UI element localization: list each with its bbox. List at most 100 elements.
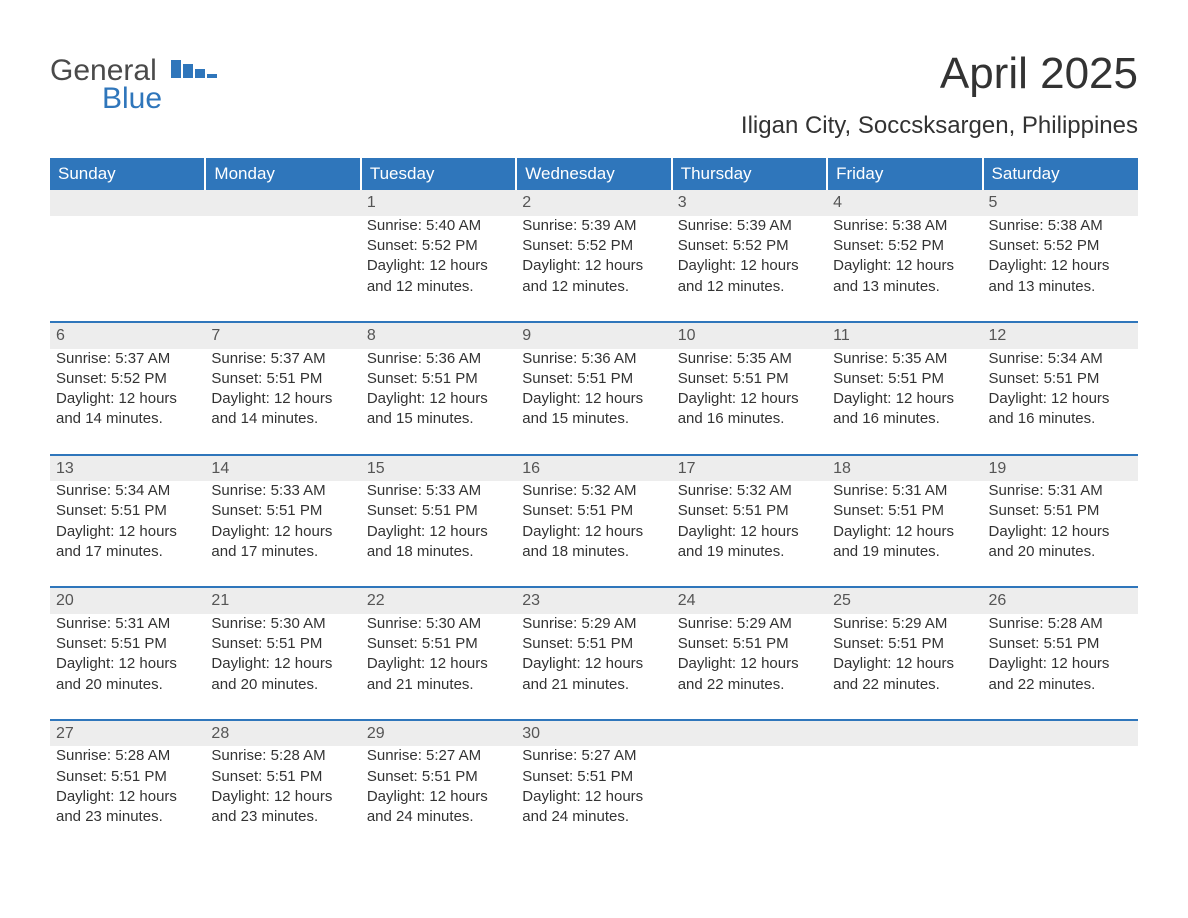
daylight-text: Daylight: 12 hours and 12 minutes. xyxy=(678,256,821,297)
sunrise-text: Sunrise: 5:38 AM xyxy=(989,216,1132,236)
sunset-text: Sunset: 5:51 PM xyxy=(989,634,1132,654)
day-number: 15 xyxy=(361,455,516,482)
day-details: Sunrise: 5:27 AMSunset: 5:51 PMDaylight:… xyxy=(516,746,671,851)
calendar-body: 12345 Sunrise: 5:40 AMSunset: 5:52 PMDay… xyxy=(50,190,1138,851)
day-number: 14 xyxy=(205,455,360,482)
week-details-row: Sunrise: 5:31 AMSunset: 5:51 PMDaylight:… xyxy=(50,614,1138,720)
day-details: Sunrise: 5:39 AMSunset: 5:52 PMDaylight:… xyxy=(672,216,827,322)
sunrise-text: Sunrise: 5:31 AM xyxy=(56,614,199,634)
day-details: Sunrise: 5:35 AMSunset: 5:51 PMDaylight:… xyxy=(672,349,827,455)
daylight-text: Daylight: 12 hours and 12 minutes. xyxy=(522,256,665,297)
day-number: 22 xyxy=(361,587,516,614)
brand-logo: General Blue xyxy=(50,56,217,116)
day-details xyxy=(983,746,1138,851)
sunset-text: Sunset: 5:52 PM xyxy=(989,236,1132,256)
daylight-text: Daylight: 12 hours and 13 minutes. xyxy=(989,256,1132,297)
day-details: Sunrise: 5:31 AMSunset: 5:51 PMDaylight:… xyxy=(827,481,982,587)
day-details: Sunrise: 5:28 AMSunset: 5:51 PMDaylight:… xyxy=(983,614,1138,720)
sunset-text: Sunset: 5:51 PM xyxy=(56,634,199,654)
sunset-text: Sunset: 5:51 PM xyxy=(56,501,199,521)
day-number: 17 xyxy=(672,455,827,482)
day-details: Sunrise: 5:37 AMSunset: 5:51 PMDaylight:… xyxy=(205,349,360,455)
day-number xyxy=(672,720,827,747)
sunset-text: Sunset: 5:51 PM xyxy=(522,634,665,654)
col-sunday: Sunday xyxy=(50,158,205,190)
day-details: Sunrise: 5:32 AMSunset: 5:51 PMDaylight:… xyxy=(672,481,827,587)
col-wednesday: Wednesday xyxy=(516,158,671,190)
sunrise-text: Sunrise: 5:39 AM xyxy=(678,216,821,236)
sunset-text: Sunset: 5:51 PM xyxy=(522,369,665,389)
sunset-text: Sunset: 5:51 PM xyxy=(678,501,821,521)
daylight-text: Daylight: 12 hours and 16 minutes. xyxy=(833,389,976,430)
day-details: Sunrise: 5:34 AMSunset: 5:51 PMDaylight:… xyxy=(983,349,1138,455)
sunset-text: Sunset: 5:51 PM xyxy=(522,501,665,521)
daylight-text: Daylight: 12 hours and 16 minutes. xyxy=(678,389,821,430)
sunrise-text: Sunrise: 5:27 AM xyxy=(522,746,665,766)
day-number: 11 xyxy=(827,322,982,349)
sunrise-text: Sunrise: 5:36 AM xyxy=(522,349,665,369)
sunset-text: Sunset: 5:51 PM xyxy=(56,767,199,787)
day-details: Sunrise: 5:31 AMSunset: 5:51 PMDaylight:… xyxy=(983,481,1138,587)
sunset-text: Sunset: 5:51 PM xyxy=(989,501,1132,521)
sunrise-text: Sunrise: 5:37 AM xyxy=(211,349,354,369)
day-details: Sunrise: 5:30 AMSunset: 5:51 PMDaylight:… xyxy=(205,614,360,720)
day-number: 7 xyxy=(205,322,360,349)
day-details: Sunrise: 5:39 AMSunset: 5:52 PMDaylight:… xyxy=(516,216,671,322)
sunrise-text: Sunrise: 5:40 AM xyxy=(367,216,510,236)
sunrise-text: Sunrise: 5:28 AM xyxy=(989,614,1132,634)
daylight-text: Daylight: 12 hours and 24 minutes. xyxy=(367,787,510,828)
sunrise-text: Sunrise: 5:30 AM xyxy=(211,614,354,634)
day-details: Sunrise: 5:33 AMSunset: 5:51 PMDaylight:… xyxy=(361,481,516,587)
day-number: 19 xyxy=(983,455,1138,482)
sunrise-text: Sunrise: 5:33 AM xyxy=(367,481,510,501)
col-tuesday: Tuesday xyxy=(361,158,516,190)
sunset-text: Sunset: 5:51 PM xyxy=(211,369,354,389)
sunset-text: Sunset: 5:52 PM xyxy=(367,236,510,256)
day-number: 28 xyxy=(205,720,360,747)
day-details xyxy=(205,216,360,322)
daylight-text: Daylight: 12 hours and 16 minutes. xyxy=(989,389,1132,430)
sunset-text: Sunset: 5:51 PM xyxy=(678,634,821,654)
day-details: Sunrise: 5:29 AMSunset: 5:51 PMDaylight:… xyxy=(827,614,982,720)
sunset-text: Sunset: 5:51 PM xyxy=(989,369,1132,389)
header: General Blue April 2025 Iligan City, Soc… xyxy=(50,50,1138,140)
day-number xyxy=(983,720,1138,747)
day-number xyxy=(827,720,982,747)
daylight-text: Daylight: 12 hours and 19 minutes. xyxy=(678,522,821,563)
day-number: 24 xyxy=(672,587,827,614)
page-subtitle: Iligan City, Soccsksargen, Philippines xyxy=(741,112,1138,140)
day-number: 4 xyxy=(827,190,982,216)
sunset-text: Sunset: 5:51 PM xyxy=(833,501,976,521)
day-number: 3 xyxy=(672,190,827,216)
sunset-text: Sunset: 5:51 PM xyxy=(211,501,354,521)
day-number xyxy=(205,190,360,216)
day-number: 21 xyxy=(205,587,360,614)
sunset-text: Sunset: 5:52 PM xyxy=(678,236,821,256)
col-thursday: Thursday xyxy=(672,158,827,190)
sunrise-text: Sunrise: 5:29 AM xyxy=(522,614,665,634)
daylight-text: Daylight: 12 hours and 20 minutes. xyxy=(989,522,1132,563)
sunset-text: Sunset: 5:51 PM xyxy=(367,369,510,389)
day-details: Sunrise: 5:29 AMSunset: 5:51 PMDaylight:… xyxy=(672,614,827,720)
page-title: April 2025 xyxy=(741,50,1138,98)
daylight-text: Daylight: 12 hours and 21 minutes. xyxy=(367,654,510,695)
daylight-text: Daylight: 12 hours and 13 minutes. xyxy=(833,256,976,297)
sunrise-text: Sunrise: 5:28 AM xyxy=(56,746,199,766)
day-number: 9 xyxy=(516,322,671,349)
daylight-text: Daylight: 12 hours and 18 minutes. xyxy=(522,522,665,563)
day-details xyxy=(50,216,205,322)
title-block: April 2025 Iligan City, Soccsksargen, Ph… xyxy=(741,50,1138,140)
daylight-text: Daylight: 12 hours and 15 minutes. xyxy=(522,389,665,430)
daylight-text: Daylight: 12 hours and 20 minutes. xyxy=(56,654,199,695)
sunrise-text: Sunrise: 5:31 AM xyxy=(833,481,976,501)
sunset-text: Sunset: 5:51 PM xyxy=(367,634,510,654)
day-details: Sunrise: 5:27 AMSunset: 5:51 PMDaylight:… xyxy=(361,746,516,851)
day-number: 23 xyxy=(516,587,671,614)
day-number: 20 xyxy=(50,587,205,614)
week-daynum-row: 6789101112 xyxy=(50,322,1138,349)
day-details: Sunrise: 5:40 AMSunset: 5:52 PMDaylight:… xyxy=(361,216,516,322)
daylight-text: Daylight: 12 hours and 22 minutes. xyxy=(989,654,1132,695)
calendar-table: Sunday Monday Tuesday Wednesday Thursday… xyxy=(50,158,1138,851)
day-number: 12 xyxy=(983,322,1138,349)
daylight-text: Daylight: 12 hours and 23 minutes. xyxy=(56,787,199,828)
